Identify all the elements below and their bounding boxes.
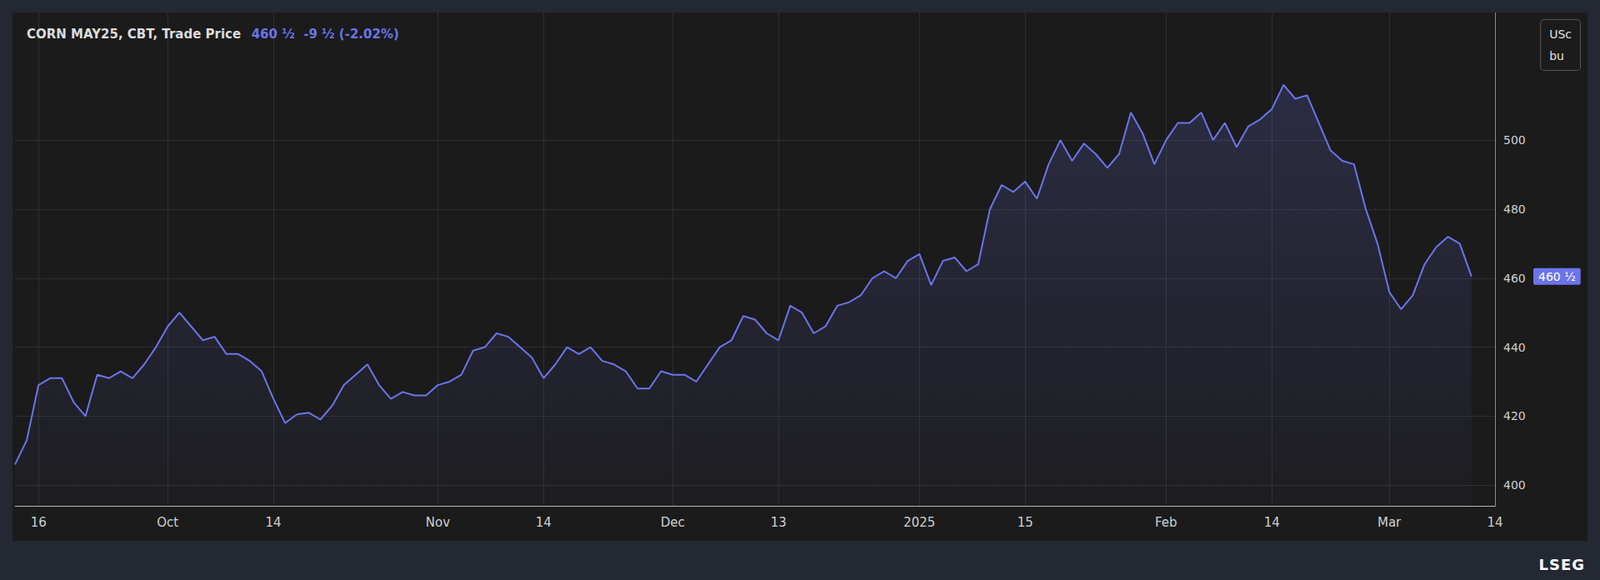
svg-text:460 ½ -9 ½ (-2.02%): 460 ½ -9 ½ (-2.02%) — [251, 26, 400, 42]
svg-text:14: 14 — [1486, 515, 1503, 530]
svg-text:15: 15 — [1017, 515, 1034, 530]
svg-text:14: 14 — [265, 515, 282, 530]
svg-text:2025: 2025 — [903, 515, 935, 530]
html-text:LSEG: LSEG — [1538, 555, 1585, 574]
svg-text:460: 460 — [1503, 271, 1526, 285]
svg-text:CORN MAY25, CBT, Trade Price: CORN MAY25, CBT, Trade Price — [26, 26, 241, 42]
svg-text:440: 440 — [1503, 340, 1526, 355]
svg-text:400: 400 — [1503, 478, 1526, 492]
svg-text:16: 16 — [30, 515, 47, 530]
svg-text:460 ½: 460 ½ — [1538, 270, 1576, 284]
svg-text:Mar: Mar — [1377, 515, 1402, 530]
svg-text:14: 14 — [1264, 515, 1280, 530]
svg-text:Feb: Feb — [1155, 515, 1178, 530]
svg-text:480: 480 — [1503, 202, 1526, 216]
svg-text:500: 500 — [1503, 133, 1526, 147]
svg-text:Nov: Nov — [425, 515, 450, 530]
svg-text:Dec: Dec — [660, 515, 685, 530]
svg-text:USc: USc — [1549, 27, 1572, 41]
svg-text:Oct: Oct — [156, 515, 179, 530]
svg-text:14: 14 — [535, 515, 552, 530]
svg-text:bu: bu — [1549, 49, 1565, 63]
svg-text:420: 420 — [1503, 409, 1526, 423]
svg-text:13: 13 — [770, 515, 787, 530]
